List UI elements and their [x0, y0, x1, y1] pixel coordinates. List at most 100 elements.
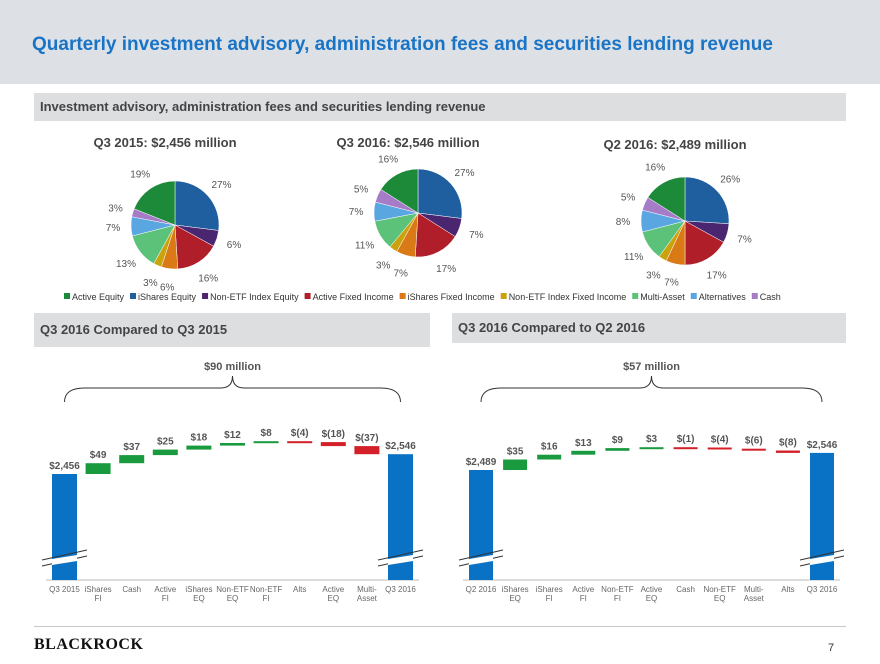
- category-label: EQ: [193, 594, 205, 603]
- pie-label: 7%: [393, 269, 408, 280]
- category-label: Non-ETF: [250, 585, 283, 594]
- legend-swatch: [399, 293, 406, 299]
- category-label: iShares: [502, 585, 529, 594]
- pie-title: Q3 2015: $2,456 million: [93, 135, 236, 150]
- category-label: Q2 2016: [466, 585, 497, 594]
- pie-label: 27%: [454, 168, 474, 179]
- pie-label: 6%: [227, 240, 242, 251]
- bar-value-label: $8: [261, 428, 273, 439]
- page-title: Quarterly investment advisory, administr…: [32, 34, 773, 55]
- category-label: Active: [322, 585, 344, 594]
- category-label: EQ: [646, 594, 658, 603]
- bar-value-label: $3: [646, 434, 658, 445]
- legend-item-active-fixed-income: Active Fixed Income: [304, 292, 394, 302]
- category-label: Active: [572, 585, 594, 594]
- pie-label: 3%: [376, 260, 391, 271]
- bar-value-label: $2,489: [466, 457, 497, 468]
- category-label: FI: [546, 594, 553, 603]
- category-label: Q3 2016: [807, 585, 838, 594]
- legend-swatch: [690, 293, 697, 299]
- pie-label: 5%: [354, 184, 369, 195]
- footer-rule: [34, 626, 846, 627]
- category-label: FI: [162, 594, 169, 603]
- category-label: Asset: [357, 594, 378, 603]
- legend-swatch: [632, 293, 639, 299]
- section-header-pies: Investment advisory, administration fees…: [34, 93, 846, 121]
- pie-label: 7%: [737, 234, 752, 245]
- category-label: FI: [580, 594, 587, 603]
- pie-label: 27%: [211, 180, 231, 191]
- section-header-q3-vs-q3: Q3 2016 Compared to Q3 2015: [34, 313, 430, 347]
- legend-swatch: [500, 293, 507, 299]
- axis-break-gap: [388, 555, 413, 565]
- category-label: Non-ETF: [216, 585, 249, 594]
- category-label: iShares: [536, 585, 563, 594]
- pie-label: 5%: [621, 192, 636, 203]
- category-label: Cash: [122, 585, 141, 594]
- axis-break-gap: [810, 555, 834, 565]
- pie-label: 16%: [645, 163, 665, 174]
- bar-value-label: $9: [612, 435, 624, 446]
- waterfall-bar: [287, 441, 313, 444]
- pie-label: 19%: [130, 170, 150, 181]
- bar-value-label: $(18): [322, 429, 345, 440]
- category-label: Q3 2016: [385, 585, 416, 594]
- waterfall-bar: [320, 442, 346, 447]
- section-header-q3-vs-q2: Q3 2016 Compared to Q2 2016: [452, 313, 846, 343]
- legend-label: iShares Fixed Income: [408, 292, 495, 302]
- waterfall-bar: [503, 459, 528, 470]
- legend-item-non-etf-index-equity: Non-ETF Index Equity: [202, 292, 299, 302]
- pie-label: 7%: [664, 278, 679, 289]
- category-label: EQ: [227, 594, 239, 603]
- pie-label: 3%: [108, 204, 123, 215]
- legend-label: Cash: [760, 292, 781, 302]
- category-label: FI: [95, 594, 102, 603]
- bar-value-label: $2,546: [385, 441, 416, 452]
- pie-slice-active-fixed-income: [414, 212, 456, 258]
- waterfall-bar: [741, 448, 766, 451]
- category-label: Active: [641, 585, 663, 594]
- pie-slice-ishares-equity: [174, 180, 220, 231]
- legend-item-multi-asset: Multi-Asset: [632, 292, 685, 302]
- bar-value-label: $12: [224, 430, 241, 441]
- curly-brace: [480, 375, 823, 403]
- pie-legend: Active Equity iShares Equity Non-ETF Index…: [64, 292, 781, 302]
- waterfall-bar: [253, 441, 279, 444]
- legend-swatch: [130, 293, 137, 299]
- waterfall-bar: [775, 450, 800, 453]
- page-number: 7: [828, 642, 835, 654]
- pie-title: Q2 2016: $2,489 million: [603, 137, 746, 152]
- legend-item-non-etf-index-fixed-income: Non-ETF Index Fixed Income: [500, 292, 626, 302]
- pie-label: 16%: [378, 155, 398, 166]
- category-label: Non-ETF: [703, 585, 736, 594]
- pie-label: 17%: [436, 264, 456, 275]
- bar-value-label: $2,546: [807, 440, 838, 451]
- legend-item-alternatives: Alternatives: [690, 292, 746, 302]
- category-label: FI: [263, 594, 270, 603]
- bar-value-label: $(1): [677, 434, 695, 445]
- bar-value-label: $18: [191, 433, 208, 444]
- pie-label: 6%: [160, 283, 175, 294]
- bar-value-label: $13: [575, 438, 592, 449]
- waterfall-bar: [152, 449, 178, 456]
- axis-break-gap: [469, 555, 493, 565]
- waterfall-bar: [707, 447, 732, 450]
- blackrock-logo: BlackRock: [34, 636, 144, 653]
- pie-slice-active-fixed-income: [174, 224, 214, 270]
- category-label: Cash: [676, 585, 695, 594]
- waterfall-bar: [537, 454, 562, 460]
- bar-value-label: $(37): [355, 433, 378, 444]
- bar-value-label: $2,456: [49, 461, 80, 472]
- bar-value-label: $25: [157, 437, 174, 448]
- pie-slice-active-equity: [133, 180, 176, 226]
- waterfall-bar: [354, 446, 380, 455]
- category-label: iShares: [85, 585, 112, 594]
- waterfall-bar: [639, 447, 664, 450]
- category-label: Alts: [293, 585, 306, 594]
- waterfall-bar: [220, 443, 245, 446]
- pie-slice-ishares-equity: [684, 176, 730, 225]
- pie-label: 13%: [116, 259, 136, 270]
- brace-annotation: $90 million: [204, 361, 261, 373]
- legend-item-ishares-equity: iShares Equity: [130, 292, 197, 302]
